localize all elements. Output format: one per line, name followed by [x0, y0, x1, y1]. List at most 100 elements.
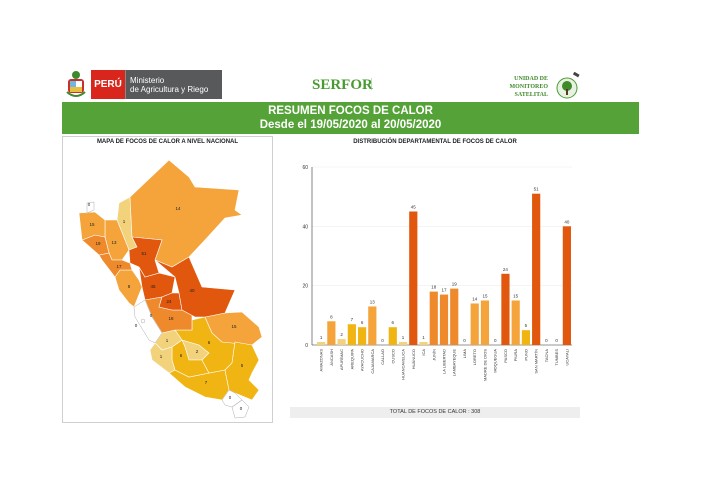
region-value-label: 5 [241, 363, 244, 368]
bar-san-martin [532, 193, 541, 345]
data-label: 1 [320, 335, 323, 340]
data-label: 5 [525, 323, 528, 328]
data-label: 15 [513, 294, 519, 299]
data-label: 18 [431, 285, 437, 290]
x-tick-label: ICA [421, 349, 426, 356]
x-tick-label: HUANCAVELICA [401, 349, 406, 380]
region-value-label: 1 [123, 219, 126, 224]
region-value-label: 0 [229, 395, 232, 400]
x-tick-label: MOQUEGUA [493, 349, 498, 373]
y-tick-label: 60 [302, 165, 308, 171]
data-label: 45 [411, 205, 417, 210]
x-tick-label: JUNÍN [431, 349, 436, 361]
bar-arequipa [347, 324, 356, 345]
x-tick-label: MADRE DE DIOS [482, 349, 487, 381]
bar-loreto [470, 303, 479, 345]
region-value-label: 17 [116, 264, 122, 269]
region-value-label: 0 [135, 323, 138, 328]
data-label: 7 [351, 317, 354, 322]
data-label: 13 [370, 299, 376, 304]
unit-line1: UNIDAD DE [514, 76, 548, 82]
satellite-logo-icon [556, 72, 580, 99]
region-ucayali [154, 256, 236, 318]
data-label: 19 [452, 282, 458, 287]
region-value-label: 1 [166, 338, 169, 343]
data-label: 6 [361, 320, 364, 325]
region-value-label: 7 [205, 380, 208, 385]
region-la-libertad [98, 252, 133, 278]
x-tick-label: LA LIBERTAD [442, 349, 447, 374]
data-label: 0 [545, 338, 548, 343]
bar-pasco [501, 273, 510, 345]
peru-brand: PERÚ [91, 70, 125, 99]
region-value-label: 6 [208, 340, 211, 345]
bar-piura [511, 300, 520, 345]
data-label: 17 [441, 288, 447, 293]
x-tick-label: AREQUIPA [349, 349, 354, 370]
bar-ica [419, 342, 428, 345]
data-label: 51 [534, 187, 540, 192]
data-label: 1 [422, 335, 425, 340]
region-ica [149, 342, 176, 374]
data-label: 8 [330, 314, 333, 319]
y-tick-label: 20 [302, 284, 308, 290]
bar-cajamarca [368, 306, 377, 345]
region-value-label: 18 [168, 316, 174, 321]
y-tick-label: 40 [302, 224, 308, 230]
ministry-line2: de Agricultura y Riego [130, 84, 209, 94]
region-piura [78, 211, 106, 241]
region-value-label: 2 [196, 349, 199, 354]
report-banner: RESUMEN FOCOS DE CALOR Desde el 19/05/20… [62, 102, 639, 134]
bar-ancash [327, 321, 336, 345]
x-tick-label: AYACUCHO [360, 349, 365, 371]
data-label: 2 [340, 332, 343, 337]
map-panel [62, 136, 273, 423]
x-tick-label: CAJAMARCA [370, 349, 375, 374]
region-value-label: 13 [111, 240, 117, 245]
data-label: 24 [503, 267, 509, 272]
bar-huancavelica [398, 342, 408, 345]
x-tick-label: LIMA [462, 349, 467, 359]
bar-huanuco [409, 211, 418, 345]
unit-line3: SATELITAL [514, 92, 548, 98]
x-tick-label: CALLAO [380, 349, 385, 365]
x-tick-label: PUNO [523, 349, 528, 361]
bar-amazonas [317, 342, 326, 345]
data-label: 0 [555, 338, 558, 343]
region-san-martin [128, 236, 163, 278]
x-tick-label: LAMBAYEQUE [452, 349, 457, 377]
data-label: 14 [472, 296, 478, 301]
peru-coat-of-arms-logo [66, 71, 86, 97]
region-outline-lima [133, 299, 163, 344]
serfor-logo: SERFOR [312, 77, 373, 93]
region-outline-callao [140, 318, 146, 324]
data-label: 15 [482, 294, 488, 299]
bar-cusco [388, 327, 397, 345]
bar-apurimac [337, 339, 346, 345]
region-value-label: 1 [160, 354, 163, 359]
x-tick-label: AMAZONAS [319, 349, 324, 372]
data-label: 0 [463, 338, 466, 343]
x-tick-label: CUSCO [390, 349, 395, 363]
bar-junin [429, 291, 438, 345]
x-tick-label: ÁNCASH [329, 349, 334, 366]
x-tick-label: APURÍMAC [339, 349, 344, 370]
data-label: 1 [402, 335, 405, 340]
data-label: 6 [392, 320, 395, 325]
region-value-label: 0 [88, 202, 91, 207]
region-value-label: 0 [150, 313, 153, 318]
region-value-label: 0 [240, 406, 243, 411]
bar-madre-de-dios [480, 300, 490, 345]
region-value-label: 24 [166, 299, 172, 304]
x-tick-label: LORETO [472, 349, 477, 365]
bar-ayacucho [357, 327, 367, 345]
x-tick-label: SAN MARTÍN [534, 349, 539, 374]
x-tick-label: TUMBES [554, 349, 559, 366]
region-value-label: 6 [180, 353, 183, 358]
x-tick-label: HUÁNUCO [411, 349, 416, 369]
monitoring-unit-logo-text: UNIDAD DE MONITOREO SATELITAL [502, 75, 548, 99]
report-title: RESUMEN FOCOS DE CALOR [268, 105, 433, 117]
x-tick-label: UCAYALI [564, 349, 569, 366]
ministry-line1: Ministerio [130, 75, 165, 85]
total-heat-spots: TOTAL DE FOCOS DE CALOR : 308 [290, 407, 580, 418]
